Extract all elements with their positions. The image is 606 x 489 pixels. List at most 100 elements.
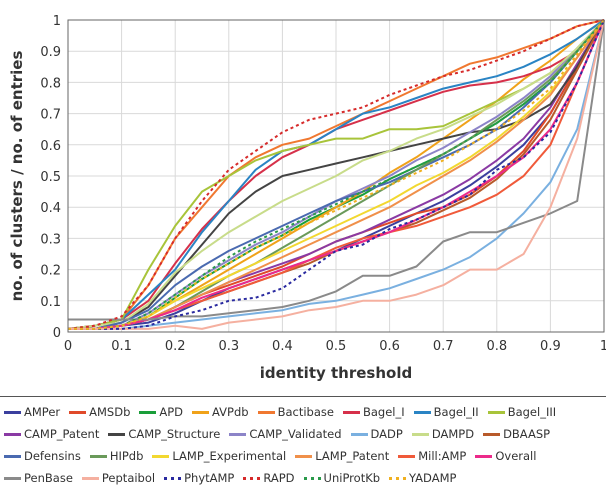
series-line-dampd — [67, 19, 605, 330]
legend-row: Defensins HIPdb LAMP_Experimental LAMP_Pate… — [4, 445, 602, 467]
legend-swatch — [229, 432, 247, 436]
series-line-yadamp — [68, 19, 605, 330]
legend-swatch — [342, 410, 360, 414]
legend-label: Mill:AMP — [418, 449, 467, 463]
legend-label: CAMP_Patent — [24, 427, 100, 441]
legend-item-camp-patent: CAMP_Patent — [4, 427, 99, 441]
legend-label: Bagel_I — [362, 405, 405, 419]
legend-label: AMSDb — [89, 405, 131, 419]
legend-item-hipdb: HIPdb — [89, 449, 144, 463]
legend-swatch — [295, 454, 313, 458]
legend-swatch — [89, 454, 107, 458]
chart: 0 0.1 0.2 0.3 0.4 0.5 0.6 0.7 0.8 0.9 1 0 0.1 0.2 0.3… — [8, 14, 606, 382]
legend-swatch — [398, 454, 416, 458]
legend-swatch — [4, 432, 21, 436]
plot-frame — [67, 19, 605, 333]
legend-item-camp-validated: CAMP_Validated — [229, 427, 342, 441]
y-tick-label: 1 — [53, 14, 61, 29]
x-tick-label: 1 — [600, 339, 606, 354]
series-line-peptaibol — [68, 19, 605, 330]
legend-item-defensins: Defensins — [4, 449, 81, 463]
legend-swatch — [413, 410, 431, 414]
legend-item-amper: AMPer — [4, 405, 60, 419]
legend-label: Overall — [495, 449, 537, 463]
legend-item-yadamp: YADAMP — [389, 471, 456, 485]
y-tick-label: 0.1 — [40, 295, 61, 310]
legend-row: CAMP_Patent CAMP_Structure CAMP_Validated D… — [4, 423, 602, 445]
series-line-bagel-ii — [67, 19, 605, 330]
legend-label: LAMP_Patent — [315, 449, 390, 463]
legend-label: AVPdb — [212, 405, 249, 419]
y-tick-label: 0.5 — [40, 170, 61, 185]
y-tick-label: 0.6 — [40, 139, 61, 154]
series-line-dadp — [68, 19, 605, 330]
y-tick-label: 0.8 — [40, 76, 61, 91]
legend-label: UniProtKb — [323, 471, 381, 485]
x-tick-label: 0.2 — [165, 339, 186, 354]
y-tick-label: 0 — [53, 326, 61, 341]
legend-label: LAMP_Experimental — [172, 449, 287, 463]
legend-item-lamp-patent: LAMP_Patent — [295, 449, 389, 463]
legend-item-dadp: DADP — [350, 427, 403, 441]
legend-label: CAMP_Validated — [249, 427, 342, 441]
legend-swatch — [69, 410, 87, 414]
series-line-phytamp — [68, 19, 605, 330]
legend-swatch — [81, 476, 99, 480]
legend-item-bagel-ii: Bagel_II — [413, 405, 479, 419]
y-tick-label: 0.4 — [40, 201, 61, 216]
series-line-rapd — [67, 19, 605, 330]
legend-label: DADP — [370, 427, 403, 441]
legend-label: Defensins — [24, 449, 81, 463]
x-tick-label: 0.8 — [486, 339, 507, 354]
legend-swatch — [108, 432, 126, 436]
x-tick-label: 0.3 — [218, 339, 239, 354]
legend-row: PenBase Peptaibol PhytAMP RAPD UniProtKb YADA… — [4, 467, 602, 489]
legend-item-apd: APD — [139, 405, 183, 419]
legend-swatch — [257, 410, 275, 414]
legend-item-uniprotkb: UniProtKb — [303, 471, 381, 485]
legend-swatch — [139, 410, 157, 414]
legend-swatch — [487, 410, 505, 414]
legend-swatch — [243, 476, 261, 480]
legend-item-dbaasp: DBAASP — [483, 427, 550, 441]
legend-item-camp-structure: CAMP_Structure — [108, 427, 220, 441]
legend-item-dampd: DAMPD — [411, 427, 475, 441]
y-tick-label: 0.3 — [40, 232, 61, 247]
legend-swatch — [4, 476, 21, 480]
y-tick-label: 0.7 — [40, 108, 61, 123]
legend-label: DBAASP — [503, 427, 551, 441]
x-tick-label: 0.4 — [272, 339, 293, 354]
legend-item-avpdb: AVPdb — [192, 405, 249, 419]
legend-swatch — [164, 476, 182, 480]
legend-item-lamp-experimental: LAMP_Experimental — [152, 449, 286, 463]
x-axis-title: identity threshold — [260, 364, 412, 382]
legend-label: YADAMP — [409, 471, 457, 485]
legend-item-peptaibol: Peptaibol — [81, 471, 155, 485]
series-line-defensins — [68, 19, 605, 330]
legend-item-bactibase: Bactibase — [257, 405, 334, 419]
legend-swatch — [350, 432, 368, 436]
legend-swatch — [192, 410, 210, 414]
legend-item-bagel-i: Bagel_I — [342, 405, 405, 419]
y-axis-ticks: 0 0.1 0.2 0.3 0.4 0.5 0.6 0.7 0.8 0.9 1 — [40, 14, 61, 341]
legend-swatch — [303, 476, 321, 480]
legend-item-penbase: PenBase — [4, 471, 73, 485]
series-line-penbase — [68, 19, 605, 321]
y-tick-label: 0.9 — [40, 45, 61, 60]
legend-row: AMPer AMSDb APD AVPdb Bactibase Bagel_I Bagel_… — [4, 401, 602, 423]
y-axis-title: no. of clusters / no. of entries — [8, 51, 26, 302]
legend-label: DAMPD — [431, 427, 475, 441]
x-tick-label: 0.1 — [111, 339, 132, 354]
legend-item-amsdb: AMSDb — [69, 405, 130, 419]
legend-label: Bagel_III — [507, 405, 557, 419]
legend-swatch — [4, 454, 21, 458]
x-tick-label: 0.9 — [540, 339, 561, 354]
legend-label: HIPdb — [109, 449, 144, 463]
x-tick-label: 0.7 — [433, 339, 454, 354]
series-line-uniprotkb — [68, 19, 605, 330]
legend-label: APD — [159, 405, 184, 419]
legend-swatch — [411, 432, 429, 436]
legend-label: Bagel_II — [433, 405, 479, 419]
legend-item-rapd: RAPD — [243, 471, 295, 485]
series-line-overall — [68, 19, 605, 330]
